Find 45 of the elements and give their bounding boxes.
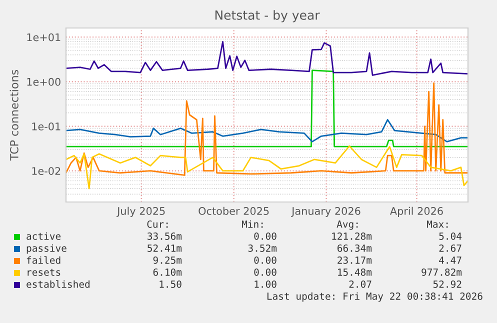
text: 1.50 <box>160 280 182 288</box>
text: Last update: Fri May 22 00:38:41 2026 <box>267 292 482 302</box>
x-tick-label: October 2025 <box>198 206 269 215</box>
y-tick-label: 1e-02 <box>32 167 60 175</box>
text: 52.92 <box>433 280 462 288</box>
text: 3.52m <box>248 244 277 252</box>
text: 0.00 <box>254 268 276 276</box>
line-series <box>66 82 468 176</box>
x-tick-label: January 2026 <box>291 207 360 217</box>
legend-label: failed <box>26 256 60 264</box>
chart-title: Netstat - by year <box>215 10 320 22</box>
x-tick-label: April 2026 <box>390 206 443 217</box>
text: 52.41m <box>148 244 182 252</box>
text: 0.00 <box>254 256 276 264</box>
line-series <box>66 40 468 76</box>
text: 33.56m <box>148 232 182 240</box>
text: Avg: <box>336 220 358 230</box>
text: 23.17m <box>338 256 372 264</box>
line-series <box>66 70 468 148</box>
text: Max: <box>426 220 448 228</box>
y-tick-label: 1e-01 <box>32 122 60 130</box>
legend-label: resets <box>28 268 60 276</box>
text: 0.00 <box>254 232 276 240</box>
text: Cur: <box>147 220 168 228</box>
text: 66.34m <box>338 244 372 252</box>
text: 2.67 <box>439 244 462 252</box>
text: 15.48m <box>338 268 372 276</box>
y-tick-label: 1e+01 <box>27 33 60 42</box>
text: 977.82m <box>422 268 462 276</box>
text: Min: <box>242 220 263 228</box>
x-tick-label: July 2025 <box>116 206 165 217</box>
legend-label: established <box>26 280 90 288</box>
text: 6.10m <box>153 268 182 276</box>
text: 9.25m <box>153 256 182 264</box>
line-series <box>66 145 468 190</box>
legend-label: passive <box>26 244 66 254</box>
text: 1.00 <box>254 280 276 288</box>
legend-label: active <box>26 232 61 240</box>
y-axis-title: TCP connections <box>10 70 18 161</box>
line-series <box>66 119 468 142</box>
text: 5.04 <box>439 232 462 240</box>
text: 121.28m <box>332 232 372 240</box>
text: 4.47 <box>439 256 462 264</box>
text: 2.07 <box>349 280 372 288</box>
y-tick-label: 1e+00 <box>27 78 60 86</box>
